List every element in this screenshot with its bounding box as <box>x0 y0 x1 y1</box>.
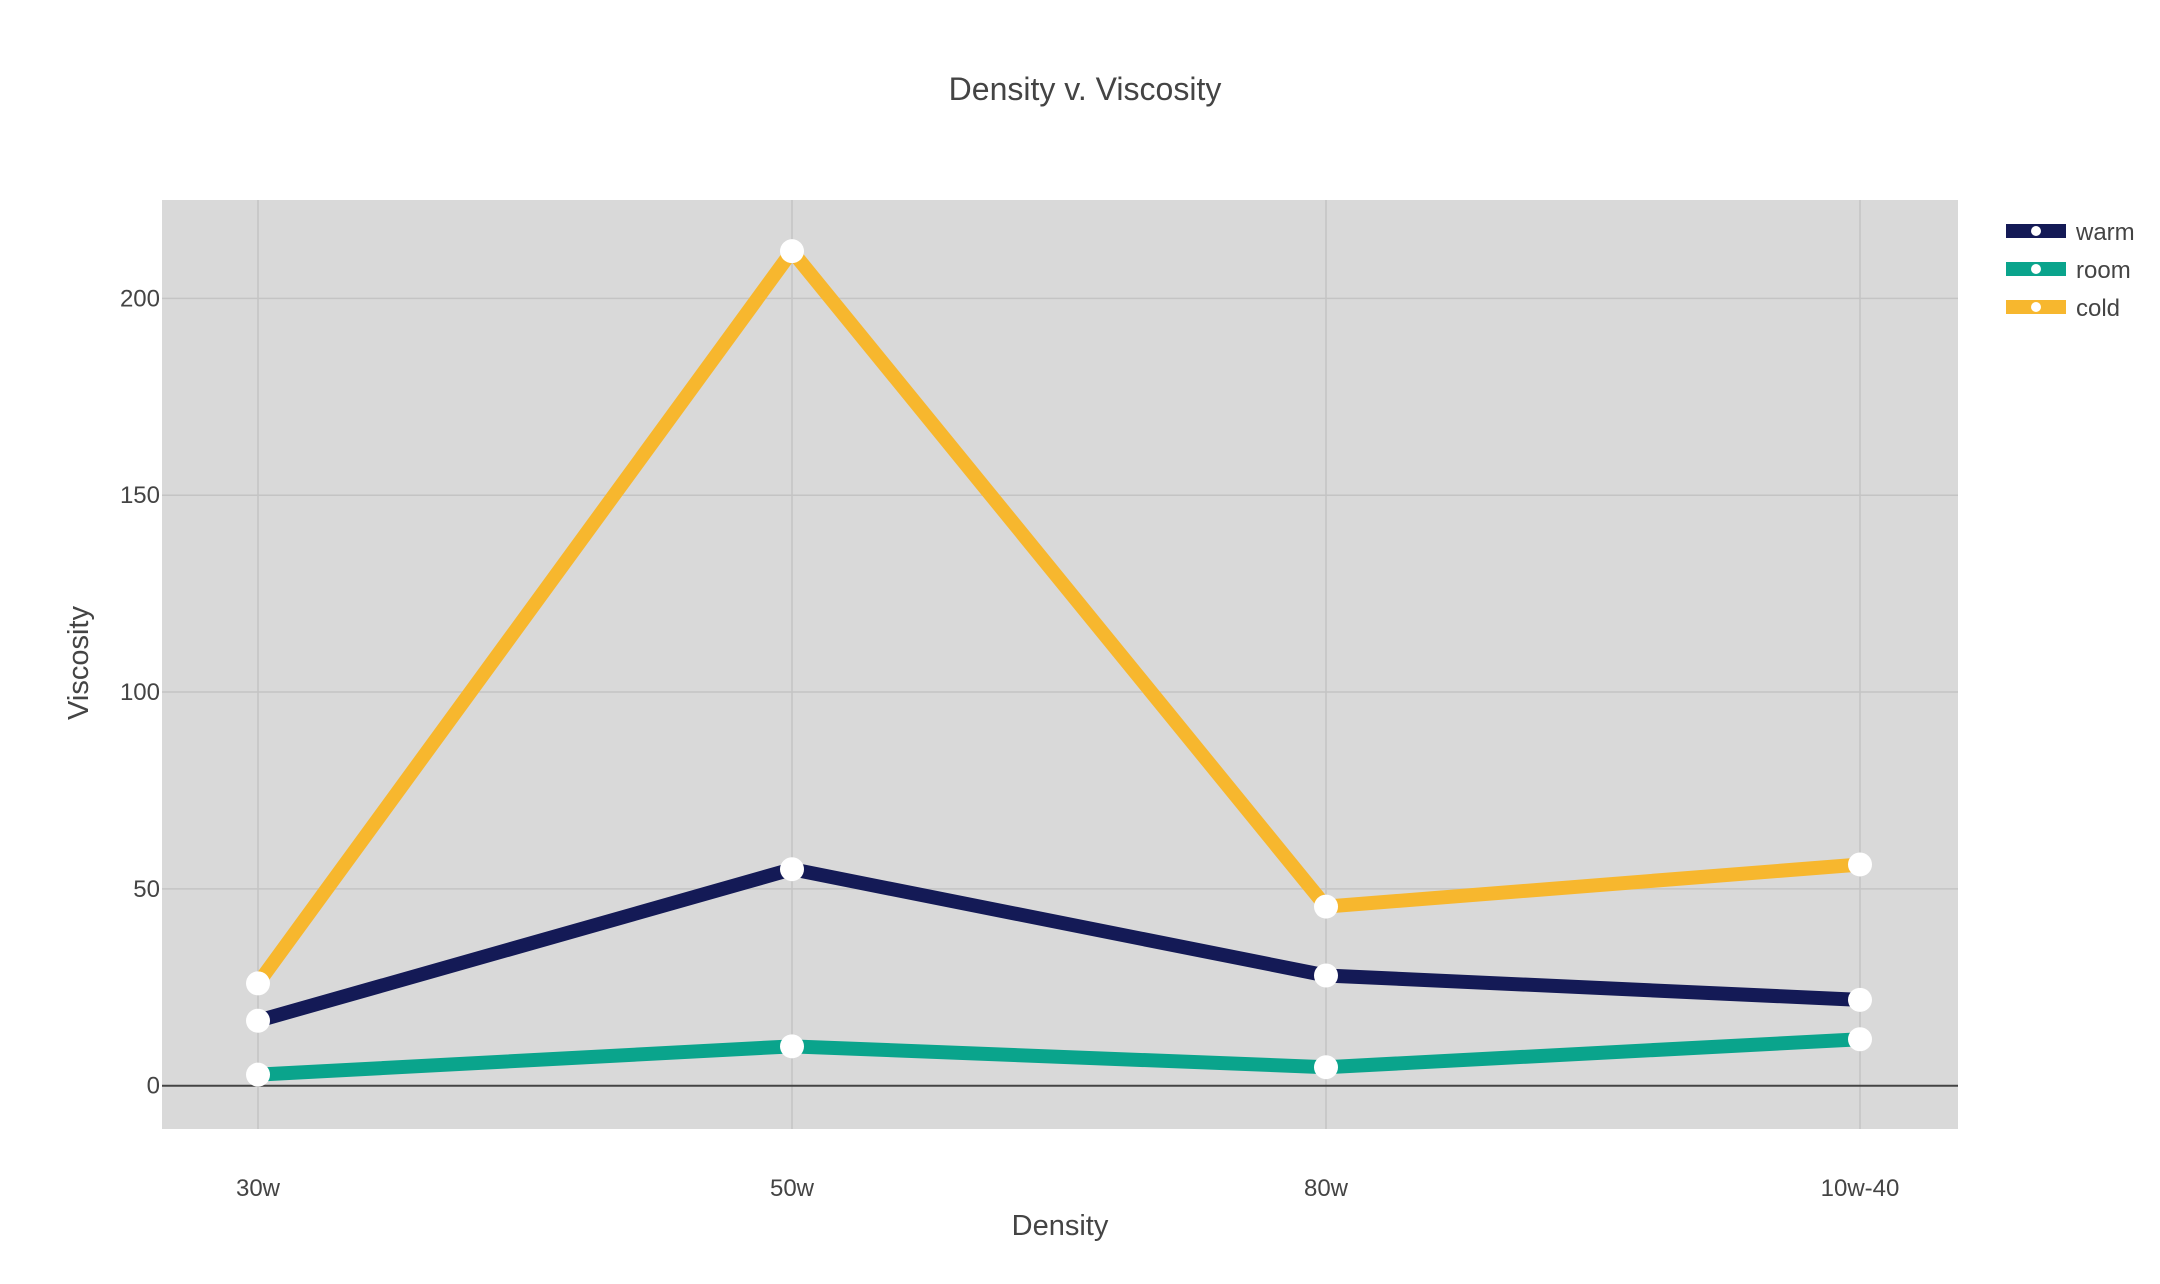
data-point-cold[interactable] <box>1848 852 1872 877</box>
y-tick-label: 100 <box>120 679 160 706</box>
series-line-room <box>257 1032 1861 1082</box>
y-tick-label: 0 <box>147 1073 160 1100</box>
legend-item-cold[interactable]: cold <box>2006 295 2120 322</box>
legend-marker-room <box>2031 264 2041 274</box>
x-tick-label: 10w-40 <box>1821 1175 1900 1202</box>
data-point-cold[interactable] <box>246 971 270 996</box>
legend[interactable]: warm room cold <box>2006 219 2135 322</box>
y-axis-title: Viscosity <box>63 606 95 720</box>
x-tick-label: 50w <box>770 1175 815 1202</box>
markers-layer <box>246 239 1872 1087</box>
x-tick-label: 80w <box>1304 1175 1349 1202</box>
y-tick-label: 200 <box>120 285 160 312</box>
data-point-warm[interactable] <box>780 857 804 882</box>
y-tick-label: 150 <box>120 482 160 509</box>
data-point-warm[interactable] <box>1848 987 1872 1012</box>
series-line-cold <box>252 239 1861 988</box>
x-axis-ticks: 30w 50w 80w 10w-40 <box>236 1175 1899 1202</box>
legend-label-cold: cold <box>2076 295 2120 322</box>
data-point-cold[interactable] <box>1314 894 1338 919</box>
legend-label-room: room <box>2076 257 2131 284</box>
legend-label-warm: warm <box>2075 219 2135 246</box>
legend-item-room[interactable]: room <box>2006 257 2131 284</box>
data-point-room[interactable] <box>246 1062 270 1087</box>
y-axis-ticks: 0 50 100 150 200 <box>120 285 160 1099</box>
x-tick-label: 30w <box>236 1175 281 1202</box>
data-point-room[interactable] <box>780 1034 804 1059</box>
x-axis-title: Density <box>1012 1210 1109 1242</box>
data-point-warm[interactable] <box>246 1008 270 1033</box>
data-point-room[interactable] <box>1848 1027 1872 1052</box>
legend-marker-warm <box>2031 226 2041 236</box>
data-point-warm[interactable] <box>1314 963 1338 988</box>
legend-item-warm[interactable]: warm <box>2006 219 2135 246</box>
series-line-warm <box>256 862 1861 1028</box>
data-point-room[interactable] <box>1314 1055 1338 1080</box>
y-tick-label: 50 <box>133 876 160 903</box>
chart-title: Density v. Viscosity <box>949 71 1222 107</box>
plot-area <box>162 200 1958 1129</box>
grid-lines <box>162 200 1958 1129</box>
data-point-cold[interactable] <box>780 239 804 264</box>
series-layer <box>252 239 1861 1082</box>
legend-marker-cold <box>2031 302 2041 312</box>
